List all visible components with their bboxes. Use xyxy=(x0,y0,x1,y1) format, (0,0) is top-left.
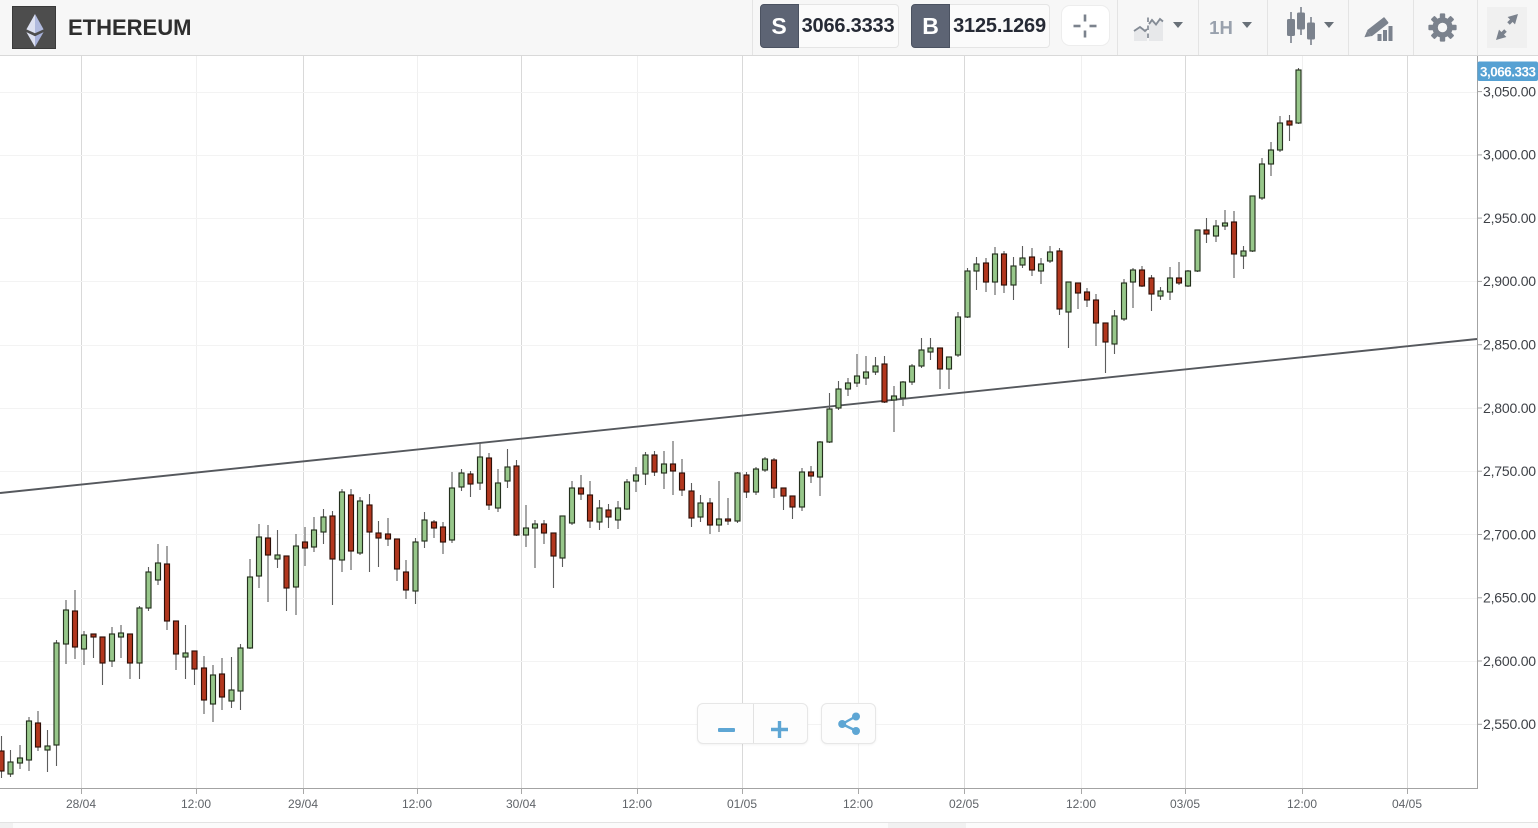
svg-text:02/05: 02/05 xyxy=(949,797,979,811)
svg-text:2,550.00: 2,550.00 xyxy=(1483,716,1536,732)
svg-text:12:00: 12:00 xyxy=(402,797,432,811)
svg-text:2,950.00: 2,950.00 xyxy=(1483,210,1536,226)
svg-text:2,850.00: 2,850.00 xyxy=(1483,337,1536,353)
svg-text:12:00: 12:00 xyxy=(1066,797,1096,811)
svg-text:12:00: 12:00 xyxy=(181,797,211,811)
svg-text:12:00: 12:00 xyxy=(843,797,873,811)
svg-text:12:00: 12:00 xyxy=(622,797,652,811)
svg-text:3,066.333: 3,066.333 xyxy=(1480,64,1536,79)
svg-text:2,750.00: 2,750.00 xyxy=(1483,463,1536,479)
svg-text:03/05: 03/05 xyxy=(1170,797,1200,811)
svg-text:12:00: 12:00 xyxy=(1287,797,1317,811)
svg-text:28/04: 28/04 xyxy=(66,797,96,811)
svg-text:04/05: 04/05 xyxy=(1392,797,1422,811)
svg-text:2,700.00: 2,700.00 xyxy=(1483,526,1536,542)
svg-text:3,000.00: 3,000.00 xyxy=(1483,147,1536,163)
svg-text:30/04: 30/04 xyxy=(506,797,536,811)
svg-text:2,650.00: 2,650.00 xyxy=(1483,590,1536,606)
svg-text:2,600.00: 2,600.00 xyxy=(1483,653,1536,669)
svg-text:2,800.00: 2,800.00 xyxy=(1483,400,1536,416)
svg-text:01/05: 01/05 xyxy=(727,797,757,811)
svg-text:2,900.00: 2,900.00 xyxy=(1483,273,1536,289)
svg-text:29/04: 29/04 xyxy=(288,797,318,811)
svg-text:3,050.00: 3,050.00 xyxy=(1483,83,1536,99)
